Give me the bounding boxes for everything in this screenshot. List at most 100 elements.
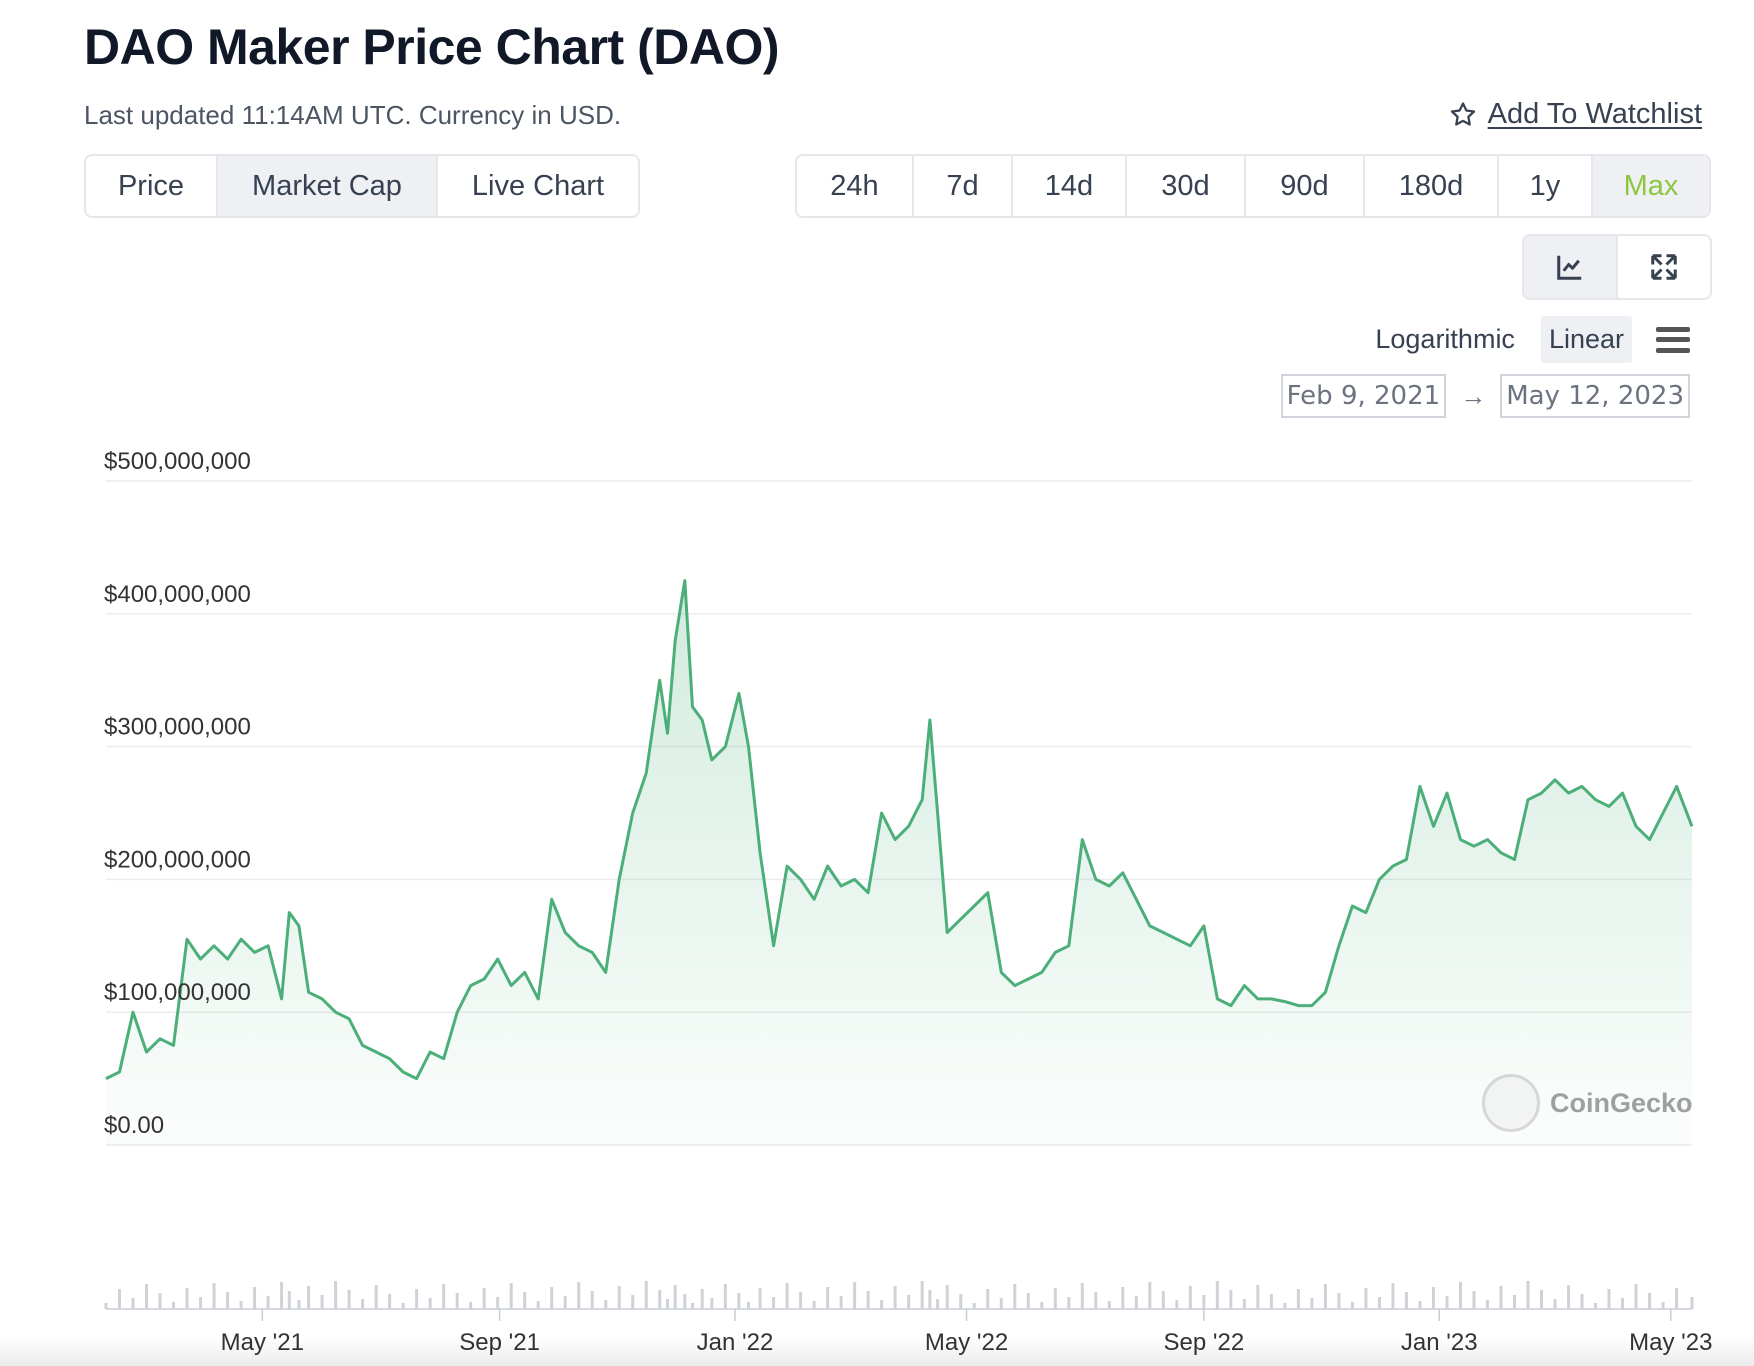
volume-bar (799, 1292, 803, 1309)
volume-bar (710, 1298, 714, 1309)
volume-bar (617, 1286, 621, 1309)
fullscreen-button[interactable] (1618, 236, 1710, 298)
volume-bar (172, 1302, 176, 1309)
range-14d[interactable]: 14d (1013, 156, 1127, 216)
volume-bar (1661, 1302, 1665, 1309)
volume-bar (772, 1297, 776, 1309)
volume-bar (853, 1282, 857, 1309)
volume-bar (266, 1296, 270, 1309)
volume-bar (758, 1288, 762, 1309)
volume-bar (347, 1290, 351, 1309)
range-7d[interactable]: 7d (914, 156, 1013, 216)
volume-bar (577, 1282, 581, 1309)
volume-bar (1188, 1286, 1192, 1309)
volume-bar (945, 1285, 949, 1309)
date-range: Feb 9, 2021 → May 12, 2023 (1280, 374, 1690, 418)
volume-bar (1607, 1289, 1611, 1309)
volume-bar (866, 1291, 870, 1309)
volume-bar (785, 1283, 789, 1309)
volume-bar (280, 1282, 284, 1309)
volume-bar (287, 1291, 291, 1309)
volume-bar (1175, 1300, 1179, 1309)
volume-bar (523, 1292, 527, 1309)
coingecko-brand-name: CoinGecko (1550, 1087, 1693, 1118)
range-180d[interactable]: 180d (1365, 156, 1499, 216)
fullscreen-icon (1651, 254, 1677, 280)
volume-bar (880, 1300, 884, 1309)
volume-bar (1053, 1288, 1057, 1309)
volume-bar (199, 1297, 203, 1309)
volume-bar (737, 1293, 741, 1309)
volume-bar (604, 1300, 608, 1309)
date-from-input[interactable]: Feb 9, 2021 (1280, 374, 1447, 418)
volume-bar (1675, 1288, 1679, 1309)
tab-market-cap[interactable]: Market Cap (218, 156, 438, 216)
volume-bar (185, 1288, 189, 1309)
time-range-tabs: 24h 7d 14d 30d 90d 180d 1y Max (795, 154, 1711, 218)
line-chart-button[interactable] (1524, 236, 1618, 298)
arrow-right-icon: → (1460, 380, 1487, 411)
volume-bar (1567, 1285, 1571, 1309)
last-updated-text: Last updated 11:14AM UTC. Currency in US… (84, 100, 622, 130)
scale-toggle: Logarithmic Linear (1367, 316, 1690, 363)
volume-bar (1377, 1297, 1381, 1309)
volume-bar (320, 1295, 324, 1309)
chart-type-tabs: Price Market Cap Live Chart (84, 154, 640, 218)
volume-bar (644, 1281, 648, 1309)
volume-bar (1391, 1283, 1395, 1309)
volume-bar (226, 1292, 230, 1309)
volume-bar (307, 1286, 311, 1309)
volume-bar (442, 1284, 446, 1309)
date-to-input[interactable]: May 12, 2023 (1500, 374, 1690, 418)
volume-bar (361, 1299, 365, 1309)
volume-bar (401, 1303, 405, 1309)
volume-bar (1242, 1299, 1246, 1309)
tab-price[interactable]: Price (86, 156, 218, 216)
range-1y[interactable]: 1y (1499, 156, 1593, 216)
volume-bar (936, 1299, 940, 1309)
volume-bar (590, 1291, 594, 1309)
range-90d[interactable]: 90d (1246, 156, 1365, 216)
volume-bar (158, 1293, 162, 1309)
view-buttons (1522, 234, 1712, 300)
volume-bar (1067, 1297, 1071, 1309)
volume-bar (1580, 1294, 1584, 1309)
range-24h[interactable]: 24h (797, 156, 914, 216)
volume-bar (1148, 1282, 1152, 1309)
y-tick-label: $200,000,000 (104, 846, 251, 873)
volume-bar (839, 1296, 843, 1309)
tab-live-chart[interactable]: Live Chart (471, 169, 605, 202)
volume-bar (1472, 1291, 1476, 1309)
volume-bar (536, 1301, 540, 1309)
volume-bar (665, 1299, 669, 1309)
volume-bar (658, 1290, 662, 1309)
volume-bar (1269, 1294, 1273, 1309)
volume-bar (1458, 1282, 1462, 1309)
volume-bar (550, 1287, 554, 1309)
volume-bar (1404, 1292, 1408, 1309)
volume-bar (1690, 1297, 1694, 1309)
volume-bar (455, 1293, 459, 1309)
volume-bar (1418, 1301, 1422, 1309)
scale-linear[interactable]: Linear (1540, 316, 1632, 363)
volume-bar (334, 1281, 338, 1309)
volume-bar (428, 1298, 432, 1309)
hamburger-menu-icon[interactable] (1656, 326, 1690, 353)
volume-bar (1594, 1303, 1598, 1309)
volume-bar (1215, 1281, 1219, 1309)
volume-bar (1256, 1285, 1260, 1309)
scale-logarithmic[interactable]: Logarithmic (1375, 324, 1515, 354)
volume-bar (1080, 1283, 1084, 1309)
watchlist-label: Add To Watchlist (1487, 98, 1702, 130)
volume-bar (374, 1285, 378, 1309)
volume-bar (893, 1286, 897, 1309)
y-tick-label: $100,000,000 (104, 979, 251, 1006)
volume-bar (145, 1284, 149, 1309)
add-to-watchlist-link[interactable]: Add To Watchlist (1448, 98, 1702, 131)
volume-bar (747, 1302, 751, 1309)
volume-bar (482, 1288, 486, 1309)
page-title: DAO Maker Price Chart (DAO) (84, 19, 780, 75)
range-30d[interactable]: 30d (1127, 156, 1246, 216)
range-max[interactable]: Max (1593, 156, 1709, 216)
volume-bar (509, 1283, 513, 1309)
